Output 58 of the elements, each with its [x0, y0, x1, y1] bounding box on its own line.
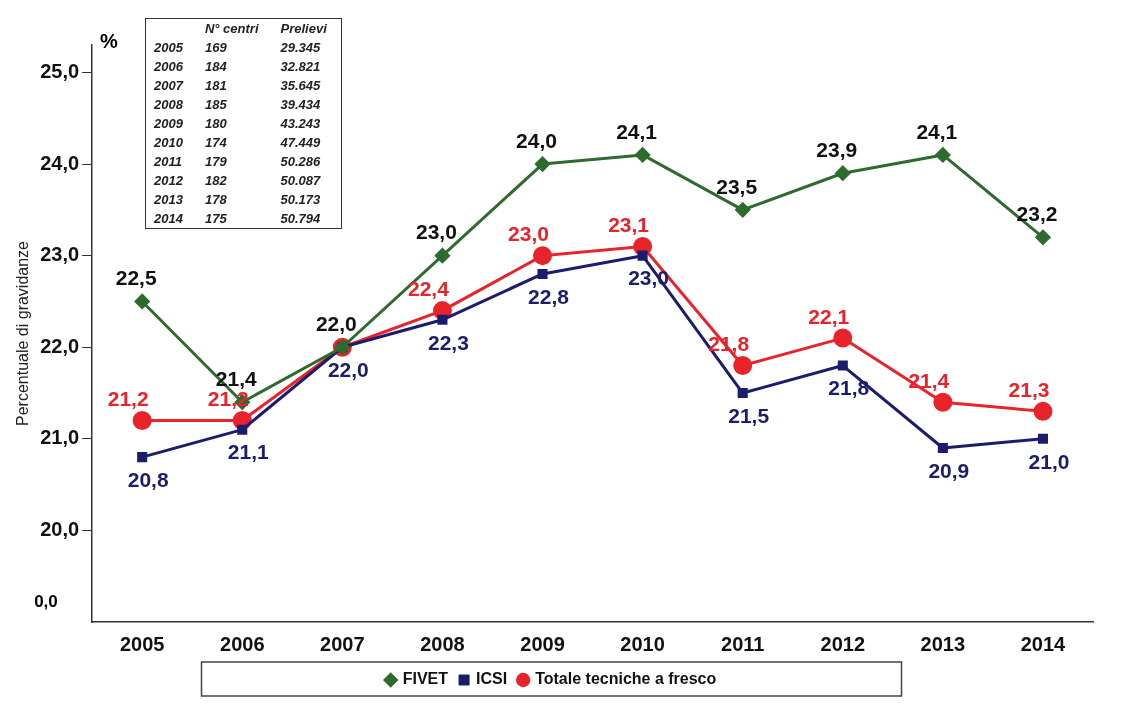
- data-label: 21,4: [908, 368, 950, 392]
- text: 2013 178 50.173: [154, 192, 321, 207]
- x-tick-label: 2011: [721, 632, 765, 655]
- data-label: 22,3: [427, 330, 469, 354]
- y-tick-label: 21,0: [40, 426, 80, 449]
- text: 2010 174 47.449: [154, 135, 321, 150]
- data-label: 24,1: [916, 119, 958, 143]
- legend-label: Totale tecniche a fresco: [535, 670, 717, 688]
- text: 2011 179 50.286: [154, 154, 321, 169]
- data-label: 23,0: [508, 222, 549, 246]
- data-label: 22,1: [808, 304, 850, 328]
- text: 2008 185 39.434: [154, 97, 321, 112]
- data-label: 21,8: [828, 376, 870, 400]
- x-tick-label: 2006: [220, 632, 265, 655]
- data-label: 23,0: [415, 220, 457, 244]
- x-tick-label: 2005: [119, 632, 165, 655]
- y-tick-label: 25,0: [40, 59, 80, 82]
- x-tick-label: 2010: [620, 632, 665, 655]
- y-tick-label: 24,0: [40, 151, 80, 174]
- legend-label: ICSI: [476, 670, 508, 688]
- data-label: 21,0: [1028, 449, 1070, 473]
- text: 2006 184 32.821: [154, 59, 321, 74]
- data-label: 21,1: [227, 440, 270, 464]
- data-label: 22,4: [407, 277, 450, 301]
- y-tick-label: 22,0: [40, 334, 80, 357]
- x-tick-label: 2014: [1020, 632, 1067, 655]
- text: N° centri Prelievi: [204, 21, 327, 36]
- x-tick-label: 2008: [420, 632, 465, 655]
- data-label: 22,0: [315, 312, 357, 336]
- text: 2012 182 50.087: [154, 173, 321, 188]
- data-label: 22,8: [528, 284, 570, 308]
- x-tick-label: 2012: [820, 632, 866, 655]
- text: 2007 181 35.645: [154, 78, 321, 93]
- data-label: 21,3: [1008, 378, 1050, 402]
- annotation: %: [100, 30, 118, 53]
- x-tick-label: 2013: [920, 632, 966, 655]
- data-label: 20,9: [928, 458, 970, 482]
- data-label: 20,8: [127, 467, 169, 491]
- text: 2009 180 43.243: [154, 116, 321, 131]
- data-label: 23,5: [716, 174, 758, 198]
- data-label: 24,0: [516, 128, 557, 152]
- data-label: 23,9: [816, 138, 858, 162]
- y-axis-title: Percentuale di gravidanze: [14, 240, 32, 427]
- text: 2005 169 29.345: [154, 40, 321, 55]
- data-label: 21,2: [107, 387, 149, 411]
- data-label: 22,0: [327, 358, 369, 382]
- legend-label: FIVET: [402, 670, 449, 688]
- data-label: 23,1: [608, 213, 650, 237]
- text: 2014 175 50.794: [154, 211, 321, 226]
- y-tick-label: 20,0: [40, 517, 80, 540]
- data-label: 23,2: [1016, 202, 1058, 226]
- x-tick-label: 2009: [520, 632, 565, 655]
- data-label: 22,5: [115, 266, 157, 290]
- data-label: 21,5: [728, 403, 770, 427]
- data-label: 24,1: [616, 119, 658, 143]
- y-tick-label: 23,0: [40, 243, 80, 266]
- text: 0,0: [34, 592, 58, 612]
- x-tick-label: 2007: [320, 632, 365, 655]
